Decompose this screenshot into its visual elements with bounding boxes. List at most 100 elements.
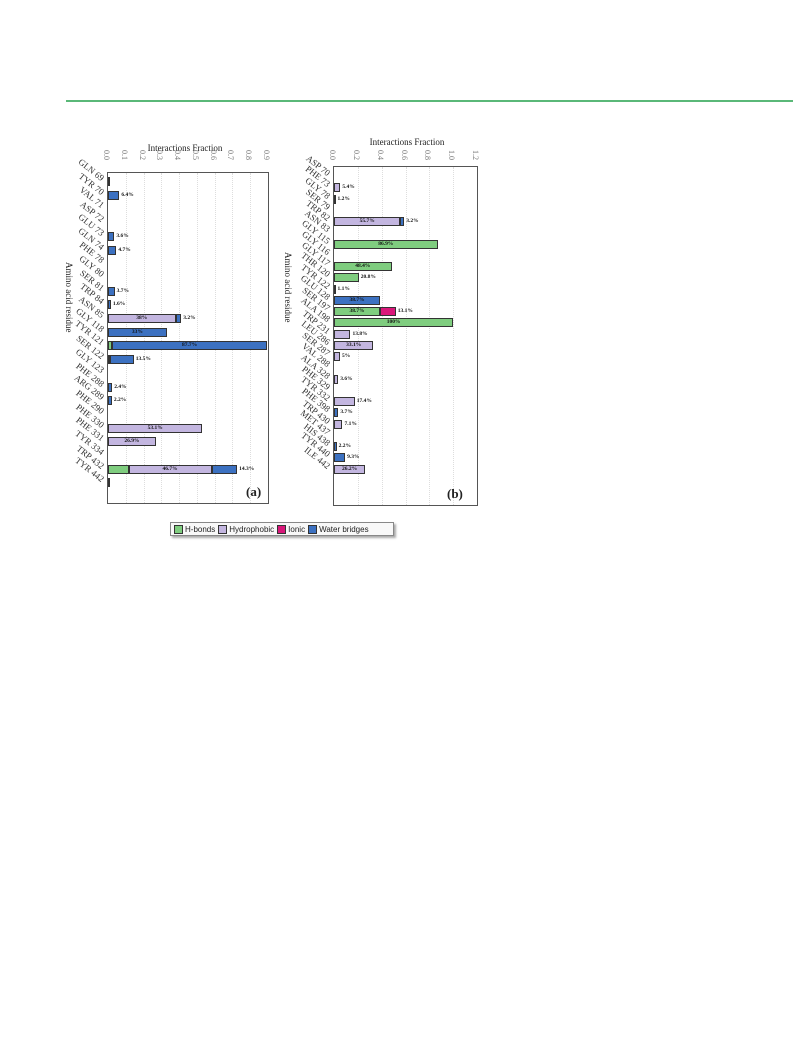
bar-segment-hydrophobic-trp-82 — [334, 217, 401, 226]
data-label-water-bridges-gln-74: 4.7% — [118, 246, 131, 253]
data-label-hydrophobic-trp-231: 13.8% — [352, 330, 368, 337]
data-label-hydrophobic-phe-331: 26.9% — [124, 438, 140, 445]
x-tick-label-b: 0.4 — [375, 150, 385, 160]
gridline-b — [381, 167, 383, 505]
x-axis-title-b: Interactions Fraction — [369, 137, 445, 147]
bar-segment-water-bridges-tyr-70 — [108, 190, 120, 200]
data-label-water-bridges-glu-73: 3.6% — [116, 232, 129, 239]
header-rule — [66, 100, 793, 102]
data-label-water-bridges-his-438: 2.2% — [338, 443, 351, 449]
bar-segment-water-bridges-trp-432 — [211, 464, 238, 474]
x-axis-title-a: Interactions Fraction — [147, 143, 223, 153]
bar-segment-hydrophobic-tyr-442 — [108, 478, 110, 488]
data-label-h-bonds-gly-115: 86.9% — [378, 240, 394, 247]
bar-segment-hydrophobic-phe-331 — [108, 437, 156, 447]
bar-segment-h-bonds-ser-197 — [334, 307, 381, 316]
bar-segment-water-bridges-arg-289 — [108, 396, 112, 406]
bar-segment-h-bonds-tyr-121 — [108, 341, 112, 351]
x-tick-label-a: 0.1 — [119, 150, 129, 160]
bar-segment-water-bridges-trp-84 — [108, 300, 111, 310]
data-label-hydrophobic-phe-73: 5.4% — [342, 184, 355, 191]
gridline-a — [250, 173, 252, 503]
x-tick-label-a: 0.6 — [208, 150, 218, 160]
bar-segment-hydrophobic-ser-287 — [334, 352, 340, 361]
plot-area-a: 6.4% 3.6% 4.7% 3.7% 1.6% 38% 3.2% 33% 87.7% 13.5%… — [107, 172, 269, 504]
gridline-b — [429, 167, 431, 505]
bar-segment-water-bridges-asn-85 — [175, 314, 182, 323]
x-tick-label-a: 0.7 — [226, 150, 236, 160]
x-tick-label-b: 1.0 — [447, 150, 457, 160]
legend-swatch-water-bridges — [308, 524, 318, 534]
bar-segment-water-bridges-glu-73 — [108, 231, 115, 241]
bar-segment-hydrophobic-trp-432 — [128, 464, 212, 474]
data-label-water-bridges-phe-398: 3.7% — [340, 409, 353, 416]
x-tick-label-b: 1.2 — [471, 150, 480, 160]
legend: H-bonds Hydrophobic Ionic Water bridges — [170, 522, 394, 536]
legend-item-ionic: Ionic — [277, 524, 305, 534]
data-label-water-bridges-asn-85: 3.2% — [183, 315, 196, 321]
data-label-hydrophobic-asn-85: 38% — [136, 315, 148, 321]
gridline-b — [453, 167, 455, 505]
bar-segment-water-bridges-phe-288 — [108, 382, 113, 392]
gridline-b — [405, 167, 407, 505]
x-tick-label-b: 0.6 — [399, 150, 409, 160]
bar-segment-h-bonds-trp-432 — [108, 464, 129, 474]
x-tick-label-a: 0.4 — [173, 150, 183, 160]
legend-swatch-hbonds — [174, 524, 183, 534]
gridline-b — [357, 167, 359, 505]
bar-segment-hydrophobic-ala-328 — [334, 374, 339, 384]
x-tick-label-b: 0.0 — [328, 150, 337, 160]
data-label-water-bridges-gly-118: 33% — [131, 328, 143, 335]
bar-segment-water-bridges-trp-82 — [400, 217, 405, 226]
x-tick-label-a: 0.2 — [137, 150, 147, 160]
bar-segment-ionic-ser-197 — [380, 307, 396, 316]
data-label-hydrophobic-trp-432: 46.7% — [162, 465, 178, 472]
data-label-water-bridges-tyr-122: 1.1% — [337, 285, 350, 292]
data-label-ionic-ser-197: 13.1% — [397, 308, 413, 314]
bar-segment-hydrophobic-phe-73 — [334, 183, 341, 193]
bar-segment-h-bonds-thr-120 — [334, 273, 359, 283]
bar-segment-water-bridges-tyr-121 — [111, 341, 268, 351]
legend-label-water-bridges: Water bridges — [319, 524, 369, 534]
bar-segment-hydrophobic-leu-286 — [334, 340, 374, 350]
legend-item-water-bridges: Water bridges — [308, 524, 369, 534]
bar-segment-water-bridges-gly-118 — [108, 327, 167, 337]
x-tick-label-b: 0.8 — [423, 150, 433, 160]
bar-segment-water-bridges-ser-122 — [109, 355, 134, 365]
data-label-h-bonds-gly-117: 48.4% — [355, 263, 371, 269]
data-label-water-bridges-trp-84: 1.6% — [112, 301, 126, 308]
bar-segment-water-bridges-gly-78 — [334, 194, 336, 204]
data-label-water-bridges-arg-289: 2.2% — [113, 397, 127, 404]
data-label-hydrophobic-trp-82: 55.7% — [359, 218, 375, 224]
bar-segment-hydrophobic-tyr-332 — [334, 397, 355, 406]
bar-segment-water-bridges-gln-69 — [108, 177, 110, 186]
bar-segment-water-bridges-phe-398 — [334, 408, 339, 418]
bar-segment-water-bridges-tyr-122 — [334, 284, 336, 294]
data-label-water-bridges-ser-81: 3.7% — [116, 287, 129, 294]
data-label-water-bridges-trp-432: 14.3% — [239, 465, 255, 472]
bar-segment-hydrophobic-asn-85 — [108, 314, 176, 323]
data-label-hydrophobic-ile-442: 26.2% — [342, 465, 358, 472]
gridline-a — [232, 173, 234, 503]
x-tick-label-a: 0.8 — [244, 150, 254, 160]
gridline-a — [196, 173, 198, 503]
x-tick-label-a: 0.9 — [262, 150, 271, 160]
bar-segment-hydrophobic-phe-330 — [108, 423, 203, 433]
x-tick-label-a: 0.3 — [155, 150, 165, 160]
bar-segment-water-bridges-glu-128 — [334, 295, 381, 305]
gridline-a — [179, 173, 181, 503]
data-label-hydrophobic-phe-330: 53.1% — [147, 424, 163, 431]
panel-label-a: (a) — [246, 484, 262, 499]
data-label-h-bonds-ser-197: 38.7% — [349, 308, 365, 314]
bar-segment-hydrophobic-ile-442 — [334, 464, 366, 474]
bar-segment-h-bonds-gly-115 — [334, 239, 438, 249]
bar-segment-h-bonds-ala-198 — [334, 318, 454, 328]
gridline-a — [161, 173, 163, 503]
bar-segment-water-bridges-ser-81 — [108, 286, 115, 296]
gridline-a — [214, 173, 216, 503]
bar-segment-hydrophobic-trp-430 — [334, 419, 343, 429]
data-label-water-bridges-ser-122: 13.5% — [135, 356, 151, 363]
legend-item-hbonds: H-bonds — [174, 524, 215, 534]
legend-item-hydrophobic: Hydrophobic — [218, 524, 274, 534]
data-label-water-bridges-gly-78: 1.2% — [337, 195, 350, 202]
